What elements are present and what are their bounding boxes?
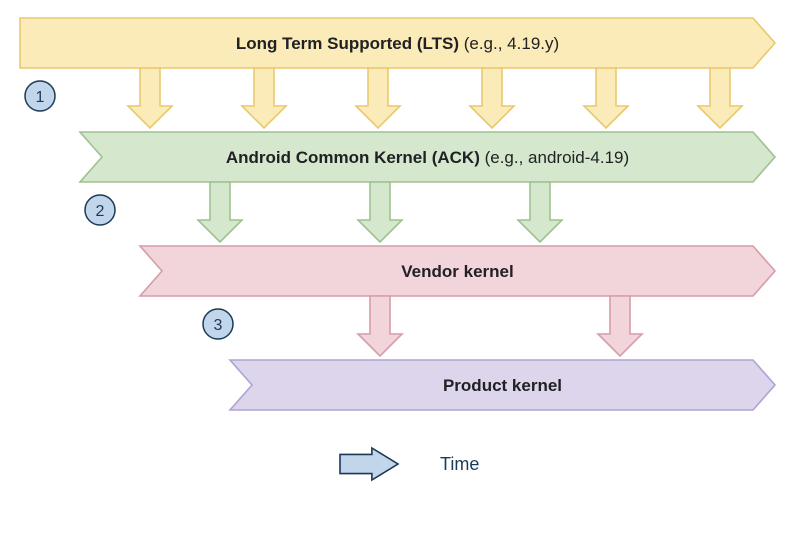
flow-arrow-down [242, 68, 286, 128]
flow-arrow-down [356, 68, 400, 128]
flow-arrow-down [518, 182, 562, 242]
flow-arrow-down [470, 68, 514, 128]
time-arrow-icon [340, 448, 398, 480]
step-badge-2-label: 2 [96, 203, 105, 220]
flow-arrow-down [358, 296, 402, 356]
flow-arrow-down [358, 182, 402, 242]
step-badge-3-label: 3 [214, 317, 223, 334]
flow-arrow-down [198, 182, 242, 242]
flow-arrow-down [584, 68, 628, 128]
time-label: Time [440, 454, 479, 474]
step-badge-1-label: 1 [36, 89, 45, 106]
bar-ack-label: Android Common Kernel (ACK) (e.g., andro… [226, 148, 629, 167]
bar-product-label: Product kernel [443, 376, 562, 395]
flow-arrow-down [128, 68, 172, 128]
flow-arrow-down [598, 296, 642, 356]
flow-arrow-down [698, 68, 742, 128]
bar-vendor-label: Vendor kernel [401, 262, 513, 281]
bar-lts-label: Long Term Supported (LTS) (e.g., 4.19.y) [236, 34, 559, 53]
